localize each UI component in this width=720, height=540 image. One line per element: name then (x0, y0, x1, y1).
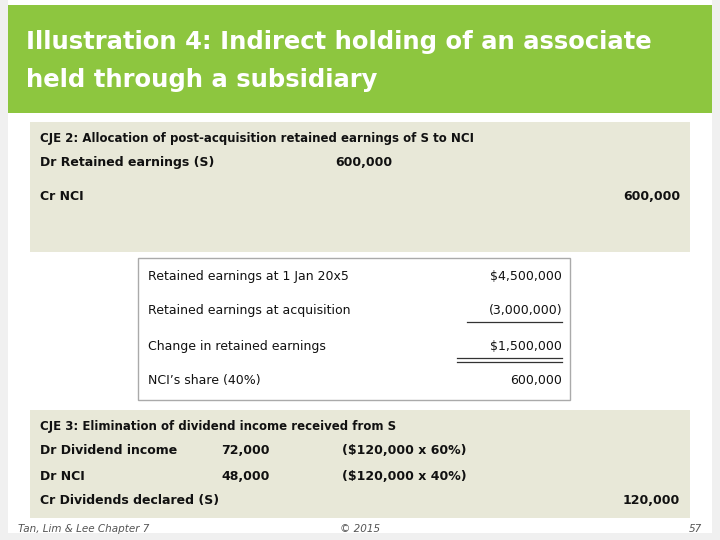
Text: Retained earnings at 1 Jan 20x5: Retained earnings at 1 Jan 20x5 (148, 270, 349, 283)
Bar (30, 410, 690, 518)
Text: 72,000: 72,000 (222, 444, 270, 457)
Text: Cr NCI: Cr NCI (40, 190, 84, 203)
Text: CJE 3: Elimination of dividend income received from S: CJE 3: Elimination of dividend income re… (40, 420, 396, 433)
Text: 600,000: 600,000 (623, 190, 680, 203)
Text: $1,500,000: $1,500,000 (490, 340, 562, 353)
Bar (8, 5, 712, 113)
Text: Dr Retained earnings (S): Dr Retained earnings (S) (40, 156, 215, 169)
Text: ($120,000 x 40%): ($120,000 x 40%) (342, 470, 467, 483)
Text: CJE 2: Allocation of post-acquisition retained earnings of S to NCI: CJE 2: Allocation of post-acquisition re… (40, 132, 474, 145)
Text: Tan, Lim & Lee Chapter 7: Tan, Lim & Lee Chapter 7 (18, 524, 149, 534)
Text: 57: 57 (689, 524, 702, 534)
Text: 48,000: 48,000 (222, 470, 270, 483)
Text: Dr NCI: Dr NCI (40, 470, 85, 483)
Text: held through a subsidiary: held through a subsidiary (26, 68, 377, 92)
Text: Dr Dividend income: Dr Dividend income (40, 444, 177, 457)
Text: 600,000: 600,000 (335, 156, 392, 169)
Text: 600,000: 600,000 (510, 374, 562, 387)
Text: © 2015: © 2015 (340, 524, 380, 534)
Text: Illustration 4: Indirect holding of an associate: Illustration 4: Indirect holding of an a… (26, 30, 652, 54)
Text: Change in retained earnings: Change in retained earnings (148, 340, 326, 353)
Text: 120,000: 120,000 (623, 494, 680, 507)
Text: (3,000,000): (3,000,000) (488, 304, 562, 317)
Text: Retained earnings at acquisition: Retained earnings at acquisition (148, 304, 351, 317)
Bar (30, 122, 690, 252)
Text: $4,500,000: $4,500,000 (490, 270, 562, 283)
Bar (138, 258, 570, 400)
Text: NCI’s share (40%): NCI’s share (40%) (148, 374, 261, 387)
Text: ($120,000 x 60%): ($120,000 x 60%) (342, 444, 467, 457)
Text: Cr Dividends declared (S): Cr Dividends declared (S) (40, 494, 219, 507)
